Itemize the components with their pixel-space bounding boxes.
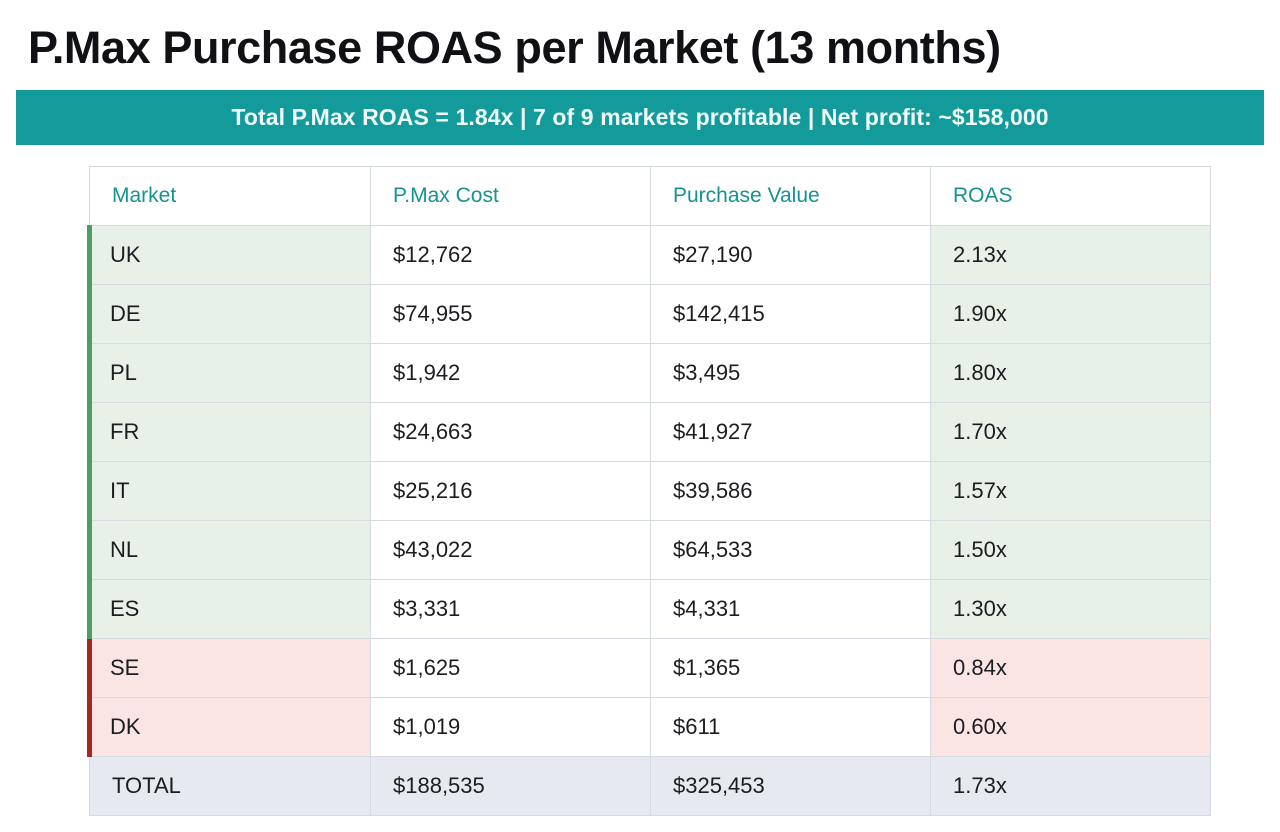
cell-roas: 1.57x xyxy=(930,461,1211,521)
cell-purchase-value: $325,453 xyxy=(650,756,931,816)
table-row: ES $3,331 $4,331 1.30x xyxy=(87,579,1211,639)
table-row: PL $1,942 $3,495 1.80x xyxy=(87,343,1211,403)
cell-purchase-value: $39,586 xyxy=(650,461,931,521)
cell-pmax-cost: $1,625 xyxy=(370,638,651,698)
cell-purchase-value: $27,190 xyxy=(650,225,931,285)
summary-banner: Total P.Max ROAS = 1.84x | 7 of 9 market… xyxy=(16,90,1264,145)
cell-pmax-cost: $74,955 xyxy=(370,284,651,344)
table-row: DE $74,955 $142,415 1.90x xyxy=(87,284,1211,344)
page-title: P.Max Purchase ROAS per Market (13 month… xyxy=(28,22,1001,73)
roas-table: Market P.Max Cost Purchase Value ROAS UK… xyxy=(87,166,1211,816)
cell-pmax-cost: $12,762 xyxy=(370,225,651,285)
table-header-row: Market P.Max Cost Purchase Value ROAS xyxy=(89,166,1211,226)
cell-purchase-value: $41,927 xyxy=(650,402,931,462)
cell-pmax-cost: $24,663 xyxy=(370,402,651,462)
cell-purchase-value: $4,331 xyxy=(650,579,931,639)
cell-pmax-cost: $1,942 xyxy=(370,343,651,403)
cell-purchase-value: $3,495 xyxy=(650,343,931,403)
table-header: Market P.Max Cost Purchase Value ROAS xyxy=(89,166,1211,226)
cell-purchase-value: $1,365 xyxy=(650,638,931,698)
cell-pmax-cost: $43,022 xyxy=(370,520,651,580)
cell-market: IT xyxy=(87,461,371,521)
cell-roas: 2.13x xyxy=(930,225,1211,285)
column-header-pmax-cost: P.Max Cost xyxy=(370,166,651,226)
table-row: DK $1,019 $611 0.60x xyxy=(87,697,1211,757)
cell-pmax-cost: $25,216 xyxy=(370,461,651,521)
cell-roas: 1.73x xyxy=(930,756,1211,816)
cell-roas: 1.70x xyxy=(930,402,1211,462)
cell-roas: 1.80x xyxy=(930,343,1211,403)
cell-market: DE xyxy=(87,284,371,344)
table-row: FR $24,663 $41,927 1.70x xyxy=(87,402,1211,462)
cell-roas: 1.30x xyxy=(930,579,1211,639)
table-row: NL $43,022 $64,533 1.50x xyxy=(87,520,1211,580)
cell-market: NL xyxy=(87,520,371,580)
table-body: UK $12,762 $27,190 2.13x DE $74,955 $142… xyxy=(87,225,1211,816)
cell-market: DK xyxy=(87,697,371,757)
cell-market: SE xyxy=(87,638,371,698)
cell-market: PL xyxy=(87,343,371,403)
column-header-purchase-value: Purchase Value xyxy=(650,166,931,226)
table-total-row: TOTAL $188,535 $325,453 1.73x xyxy=(89,756,1211,816)
cell-purchase-value: $611 xyxy=(650,697,931,757)
cell-pmax-cost: $1,019 xyxy=(370,697,651,757)
summary-banner-text: Total P.Max ROAS = 1.84x | 7 of 9 market… xyxy=(231,104,1049,130)
table-row: SE $1,625 $1,365 0.84x xyxy=(87,638,1211,698)
table-row: UK $12,762 $27,190 2.13x xyxy=(87,225,1211,285)
cell-roas: 0.60x xyxy=(930,697,1211,757)
column-header-market: Market xyxy=(89,166,371,226)
cell-market: ES xyxy=(87,579,371,639)
cell-purchase-value: $64,533 xyxy=(650,520,931,580)
table-row: IT $25,216 $39,586 1.57x xyxy=(87,461,1211,521)
cell-roas: 1.50x xyxy=(930,520,1211,580)
cell-pmax-cost: $3,331 xyxy=(370,579,651,639)
cell-purchase-value: $142,415 xyxy=(650,284,931,344)
roas-table-container: Market P.Max Cost Purchase Value ROAS UK… xyxy=(87,166,1211,816)
cell-market: FR xyxy=(87,402,371,462)
cell-pmax-cost: $188,535 xyxy=(370,756,651,816)
cell-roas: 1.90x xyxy=(930,284,1211,344)
column-header-roas: ROAS xyxy=(930,166,1211,226)
cell-market: TOTAL xyxy=(89,756,371,816)
cell-roas: 0.84x xyxy=(930,638,1211,698)
cell-market: UK xyxy=(87,225,371,285)
